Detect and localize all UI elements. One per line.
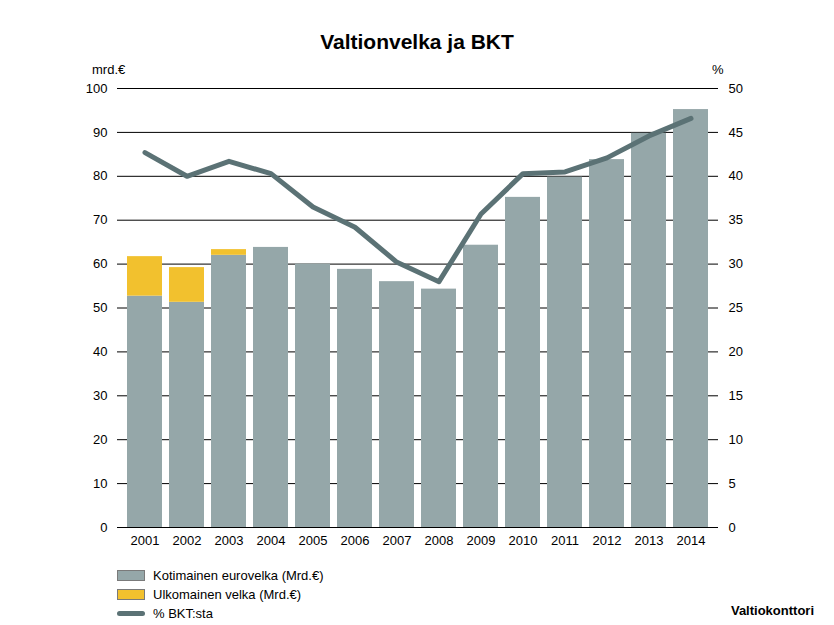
svg-text:20: 20 [93,432,107,447]
svg-text:90: 90 [93,125,107,140]
svg-text:0: 0 [729,520,736,535]
svg-text:60: 60 [93,256,107,271]
svg-text:100: 100 [86,81,108,96]
svg-text:45: 45 [729,125,743,140]
svg-text:2002: 2002 [173,533,202,548]
html-text:Kotimainen eurovelka (Mrd.€): Kotimainen eurovelka (Mrd.€) [153,568,324,583]
svg-text:2012: 2012 [593,533,622,548]
svg-text:25: 25 [729,300,743,315]
svg-text:50: 50 [93,300,107,315]
svg-text:80: 80 [93,168,107,183]
svg-text:2010: 2010 [509,533,538,548]
html-text:% BKT:sta: % BKT:sta [153,606,213,621]
svg-text:2001: 2001 [131,533,160,548]
svg-text:2005: 2005 [299,533,328,548]
svg-text:40: 40 [729,168,743,183]
svg-text:30: 30 [93,388,107,403]
svg-text:40: 40 [93,344,107,359]
html-text:Ulkomainen velka (Mrd.€): Ulkomainen velka (Mrd.€) [153,587,302,602]
svg-text:50: 50 [729,81,743,96]
svg-text:2011: 2011 [551,533,579,548]
svg-text:0: 0 [100,520,107,535]
svg-text:2006: 2006 [341,533,370,548]
svg-text:5: 5 [729,476,736,491]
svg-text:15: 15 [729,388,743,403]
svg-text:2007: 2007 [383,533,412,548]
html-text:Valtionvelka ja BKT: Valtionvelka ja BKT [320,30,514,53]
svg-text:20: 20 [729,344,743,359]
svg-text:10: 10 [93,476,107,491]
svg-text:2013: 2013 [635,533,664,548]
html-text:Valtiokonttori: Valtiokonttori [730,603,814,618]
svg-text:30: 30 [729,256,743,271]
svg-text:2003: 2003 [215,533,244,548]
svg-text:2004: 2004 [257,533,286,548]
svg-text:10: 10 [729,432,743,447]
svg-text:2008: 2008 [425,533,454,548]
svg-text:35: 35 [729,212,743,227]
svg-text:70: 70 [93,212,107,227]
html-text:mrd.€: mrd.€ [92,62,126,77]
svg-text:2009: 2009 [467,533,496,548]
svg-text:2014: 2014 [677,533,706,548]
